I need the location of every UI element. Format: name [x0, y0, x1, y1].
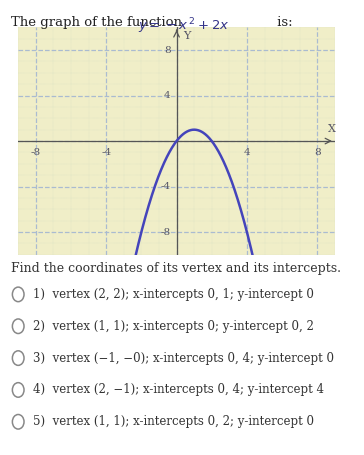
Text: Y: Y — [183, 31, 190, 40]
Text: 4: 4 — [164, 91, 170, 100]
Text: -4: -4 — [101, 148, 111, 157]
Text: -4: -4 — [160, 182, 170, 191]
Text: 4)  vertex (2, −1); x-intercepts 0, 4; y-intercept 4: 4) vertex (2, −1); x-intercepts 0, 4; y-… — [33, 384, 324, 396]
Text: 3)  vertex (−1, −0); x-intercepts 0, 4; y-intercept 0: 3) vertex (−1, −0); x-intercepts 0, 4; y… — [33, 352, 334, 364]
Text: Find the coordinates of its vertex and its intercepts.: Find the coordinates of its vertex and i… — [11, 262, 341, 275]
Text: 4: 4 — [244, 148, 250, 157]
Text: -8: -8 — [31, 148, 41, 157]
Text: X: X — [328, 124, 336, 134]
Text: $y = -x^{\,2} + 2x$: $y = -x^{\,2} + 2x$ — [138, 16, 230, 35]
Text: is:: is: — [273, 16, 293, 29]
Text: 5)  vertex (1, 1); x-intercepts 0, 2; y-intercept 0: 5) vertex (1, 1); x-intercepts 0, 2; y-i… — [33, 415, 314, 428]
Text: 8: 8 — [164, 46, 170, 55]
Text: 8: 8 — [314, 148, 321, 157]
Text: -8: -8 — [160, 228, 170, 237]
Text: 2)  vertex (1, 1); x-intercepts 0; y-intercept 0, 2: 2) vertex (1, 1); x-intercepts 0; y-inte… — [33, 320, 314, 333]
Text: 1)  vertex (2, 2); x-intercepts 0, 1; y-intercept 0: 1) vertex (2, 2); x-intercepts 0, 1; y-i… — [33, 288, 314, 301]
Text: The graph of the function: The graph of the function — [11, 16, 186, 29]
